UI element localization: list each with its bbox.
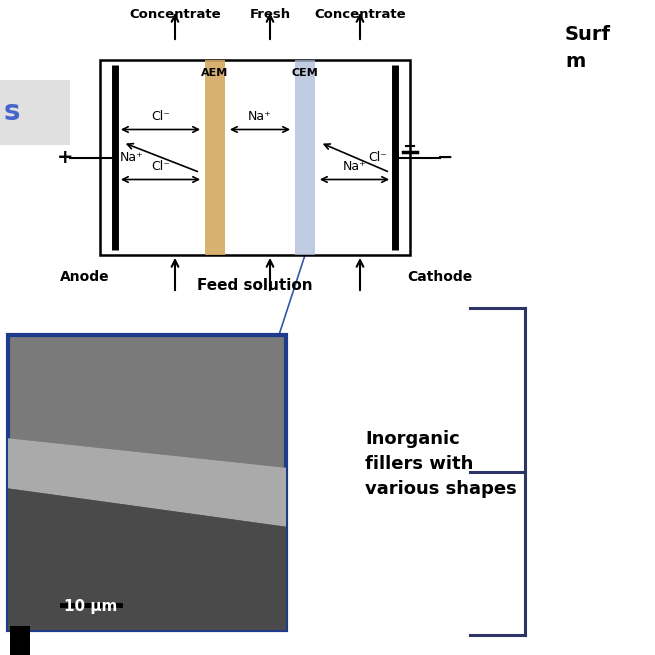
Polygon shape: [8, 438, 286, 630]
Text: CEM: CEM: [291, 68, 318, 78]
Bar: [100, 60, 410, 255]
Bar: [295, 60, 315, 255]
Text: Na⁺: Na⁺: [248, 111, 272, 124]
Text: Surf: Surf: [565, 25, 611, 44]
Text: 10 μm: 10 μm: [64, 599, 118, 614]
Text: s: s: [4, 98, 20, 126]
Bar: [8, 335, 286, 630]
Text: Fresh: Fresh: [250, 8, 291, 21]
Polygon shape: [8, 489, 286, 630]
Bar: [10, 626, 30, 655]
Text: Na⁺: Na⁺: [120, 151, 143, 164]
Text: Anode: Anode: [60, 270, 110, 284]
Text: Concentrate: Concentrate: [314, 8, 406, 21]
Bar: [0, 80, 70, 145]
Text: Concentrate: Concentrate: [129, 8, 221, 21]
Bar: [205, 60, 225, 255]
Text: m: m: [565, 52, 586, 71]
Text: −: −: [437, 148, 453, 167]
Text: Cathode: Cathode: [407, 270, 473, 284]
Text: Na⁺: Na⁺: [343, 160, 366, 174]
Text: Cl⁻: Cl⁻: [151, 111, 170, 124]
Polygon shape: [8, 438, 286, 527]
Text: +: +: [57, 148, 73, 167]
Text: Cl⁻: Cl⁻: [368, 151, 387, 164]
Text: Inorganic
fillers with
various shapes: Inorganic fillers with various shapes: [365, 430, 517, 498]
Text: AEM: AEM: [201, 68, 229, 78]
Text: Cl⁻: Cl⁻: [151, 160, 170, 174]
Text: Feed solution: Feed solution: [197, 278, 313, 293]
